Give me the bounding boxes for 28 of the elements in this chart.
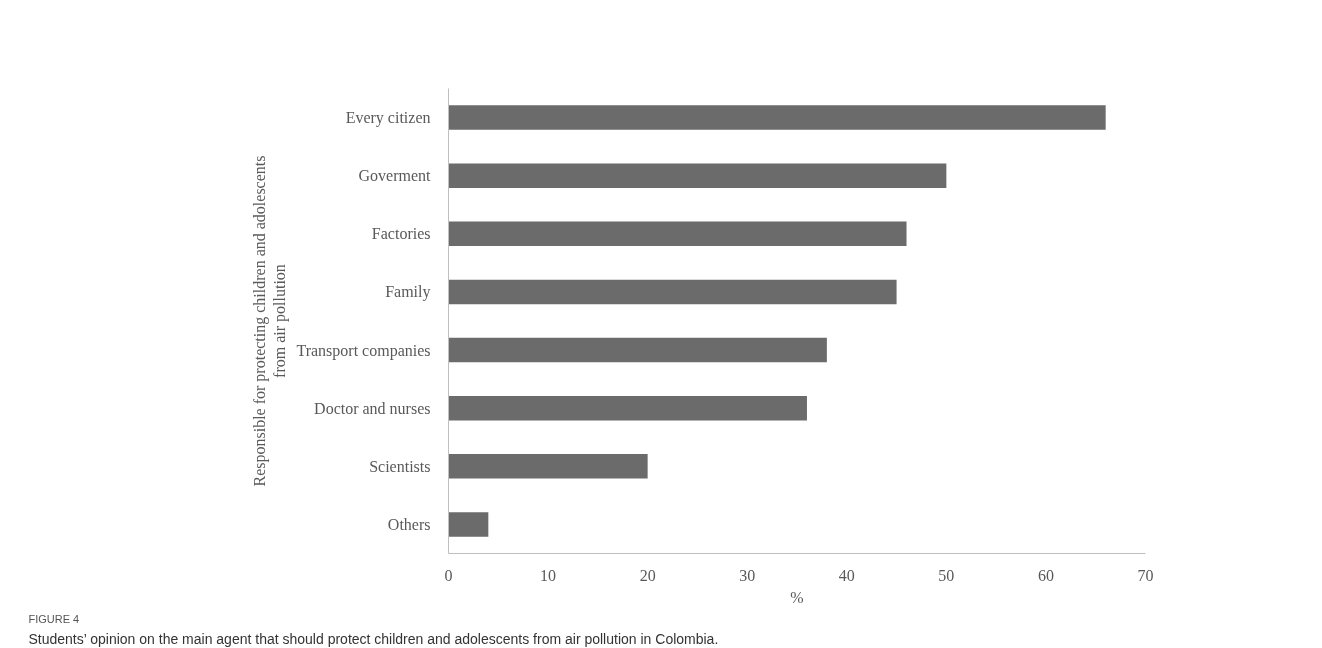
bar	[448, 163, 947, 188]
bar	[448, 395, 807, 421]
x-tick-label: 10	[540, 566, 557, 584]
y-tick-label: Doctor and nurses	[314, 399, 431, 417]
text: Students’ opinion on the main agent that should protect children and adolescents from air pollution in Colombia.	[28, 630, 719, 647]
y-tick-label: Every citizen	[345, 109, 431, 128]
x-axis-title: %	[790, 588, 804, 606]
x-tick-label: 70	[1137, 566, 1154, 584]
bar	[448, 454, 648, 479]
bar	[448, 512, 489, 537]
y-tick-label: Others	[387, 515, 431, 533]
y-axis-title: Responsible for protecting children and adolescents from air pollution	[251, 155, 290, 487]
bar	[448, 337, 827, 363]
x-tick-label: 0	[444, 566, 453, 584]
x-tick-label: 60	[1037, 566, 1054, 584]
x-tick-label: 30	[739, 566, 756, 584]
caption: FIGURE 4	[28, 612, 80, 625]
bar	[448, 221, 907, 247]
y-tick-label: Goverment	[358, 167, 432, 185]
bar	[448, 279, 897, 305]
x-tick-label: 20	[639, 566, 656, 584]
y-tick-label: Family	[385, 283, 431, 302]
x-tick-label: 40	[838, 566, 855, 584]
x-tick-label: 50	[938, 566, 955, 584]
y-tick-label: Scientists	[369, 457, 431, 475]
bar	[448, 105, 1106, 130]
y-tick-label: Transport companies	[296, 341, 431, 360]
y-tick-label: Factories	[371, 225, 431, 243]
